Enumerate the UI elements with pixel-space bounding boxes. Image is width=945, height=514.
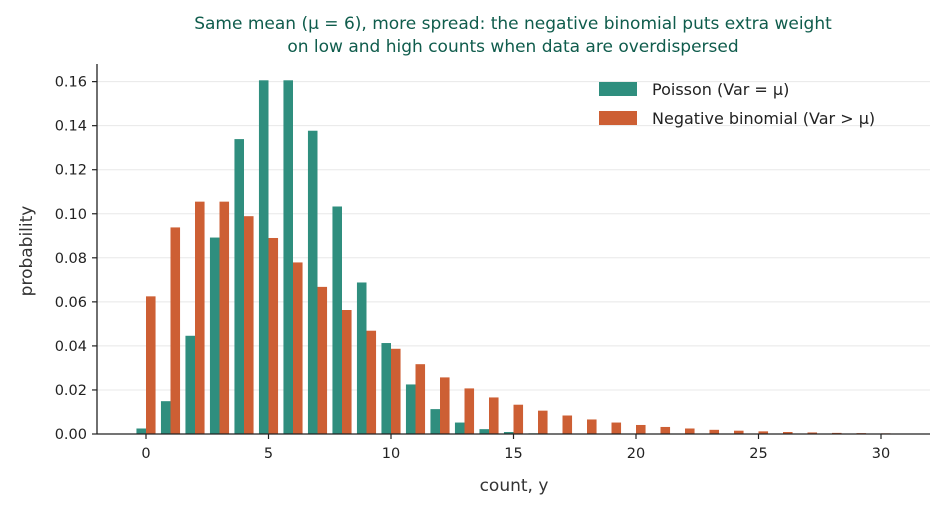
bar-s0-3 [210,238,220,434]
legend-swatch-0 [599,82,637,96]
x-tick-label-5: 5 [264,446,273,462]
y-tick-label-3: 0.06 [55,295,87,311]
bar-s1-21 [661,427,671,434]
bar-s1-0 [146,296,156,434]
y-tick-label-1: 0.02 [55,383,87,399]
bars [136,80,890,434]
legend-label-0: Poisson (Var = μ) [652,80,789,99]
bar-s1-15 [514,405,524,434]
x-axis-label: count, y [480,476,549,496]
legend-label-1: Negative binomial (Var > μ) [652,109,875,128]
bar-s0-7 [308,131,318,434]
y-tick-label-0: 0.00 [55,427,87,443]
y-tick-label-7: 0.14 [55,119,87,135]
bar-s1-4 [244,216,254,434]
bar-s1-19 [612,423,622,434]
bar-s1-12 [440,377,450,434]
x-tick-label-25: 25 [749,446,767,462]
legend-swatch-1 [599,111,637,125]
bar-s0-14 [479,429,489,434]
bar-s1-5 [269,238,279,434]
bar-s0-9 [357,282,367,434]
bar-s1-6 [293,262,303,434]
bar-s1-18 [587,419,597,434]
bar-s0-8 [332,206,342,434]
y-tick-label-4: 0.08 [55,251,87,267]
bar-s1-11 [416,364,426,434]
bar-s1-1 [171,227,181,434]
chart-title-line-2: on low and high counts when data are ove… [287,37,738,57]
bar-s0-2 [185,336,195,434]
bar-s1-16 [538,411,548,434]
x-tick-label-10: 10 [382,446,400,462]
bar-s1-22 [685,428,695,434]
y-tick-label-2: 0.04 [55,339,87,355]
legend: Poisson (Var = μ) Negative binomial (Var … [599,80,875,128]
bar-s1-8 [342,310,352,434]
x-tick-label-30: 30 [872,446,890,462]
bar-s1-13 [465,388,475,434]
chart-title: Same mean (μ = 6), more spread: the nega… [194,14,832,57]
bar-s1-14 [489,397,499,434]
bar-s1-10 [391,349,401,434]
y-tick-label-5: 0.10 [55,207,87,223]
bar-s0-1 [161,401,171,434]
bar-s0-6 [283,80,293,434]
bar-s1-20 [636,425,646,434]
bar-s0-12 [430,409,440,434]
bar-s0-10 [381,343,391,434]
bar-s1-2 [195,202,205,434]
y-tick-label-8: 0.16 [55,75,87,91]
bar-s0-11 [406,384,416,434]
bar-s1-7 [318,287,328,434]
y-tick-label-6: 0.12 [55,163,87,179]
y-axis-label: probability [17,206,37,297]
bar-s0-5 [259,80,269,434]
bar-s0-13 [455,423,465,434]
x-tick-label-0: 0 [141,446,150,462]
bar-s0-4 [234,139,244,434]
x-tick-label-15: 15 [504,446,522,462]
x-tick-label-20: 20 [627,446,645,462]
bar-s1-3 [220,202,230,434]
chart-title-line-1: Same mean (μ = 6), more spread: the nega… [194,14,832,34]
bar-s1-17 [563,416,573,435]
bar-s0-0 [136,428,146,434]
bar-s1-9 [367,331,377,434]
